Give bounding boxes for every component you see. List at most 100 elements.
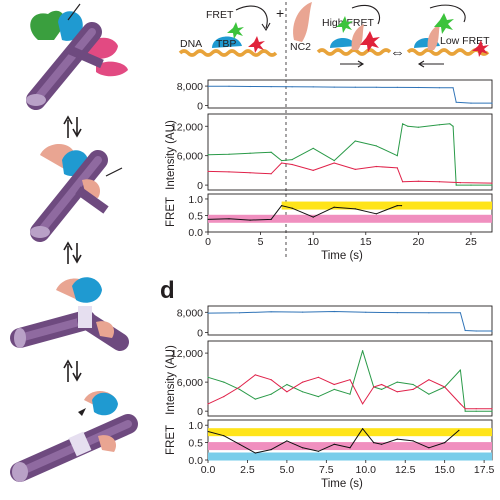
chart-c-intensity-point-0-15 <box>449 123 451 125</box>
chart-c-intensity-point-0-2 <box>249 152 251 154</box>
chart-d-intensity-ytick-label: 12,000 <box>171 348 203 360</box>
chart-c: 8,000 0 12,000 6,000 0 1.0 0.5 0.0 0 5 10 15 20 25… <box>165 79 493 262</box>
chart-c-fret-point-0-10 <box>396 205 398 207</box>
chart-d-total-point-0-5 <box>365 311 367 313</box>
chart-c-intensity-point-0-12 <box>407 125 409 127</box>
chart-d-intensity-ylabel: Intensity (AU) <box>165 345 177 415</box>
chart-d-x-axis: 0.0 2.5 5.0 7.5 10.0 12.5 15.0 17.5 <box>201 460 494 476</box>
chart-d-fret-band-2 <box>208 452 492 461</box>
tbp-label: TBP <box>216 38 236 50</box>
chart-c-fret-point-0-8 <box>354 208 356 210</box>
chart-d-fret-point-0-3 <box>254 452 256 454</box>
chart-c-intensity-point-1-13 <box>438 181 440 183</box>
chart-d-fret-band-1 <box>208 442 492 451</box>
chart-d-total-series-0 <box>207 311 492 332</box>
chart-d-fret-point-0-12 <box>381 443 383 445</box>
chart-d-intensity-point-1-9 <box>349 379 351 381</box>
high-fret-green-dye <box>336 16 353 33</box>
chart-c-intensity-point-0-4 <box>281 160 283 162</box>
chart-c-xtick-label: 25 <box>465 236 477 248</box>
model-equilibrium-arrow-2 <box>63 241 82 264</box>
chart-d-intensity-point-0-18 <box>464 410 466 412</box>
chart-c-xlabel: Time (s) <box>321 250 363 262</box>
chart-c-total-point-0-7 <box>354 86 356 88</box>
chart-d-fret-point-0-1 <box>223 435 225 437</box>
chart-d-total-ytick-label: 0 <box>197 327 203 339</box>
chart-c-total-point-0-5 <box>312 86 314 88</box>
low-fret-label: Low FRET <box>440 35 490 47</box>
chart-d-intensity-point-0-0 <box>207 376 209 378</box>
chart-d-intensity-point-1-0 <box>207 403 209 405</box>
model-1-tbp-nc2-complex <box>26 3 128 110</box>
chart-c-intensity-point-1-15 <box>491 182 493 184</box>
chart-c-total-point-0-13 <box>455 101 457 103</box>
chart-c-total-point-0-1 <box>228 85 230 87</box>
chart-c-fret-ylabel: FRET <box>165 197 177 227</box>
chart-d-fret-point-0-7 <box>317 450 319 452</box>
low-fret-nc2 <box>427 24 440 50</box>
chart-c-intensity-point-1-1 <box>228 171 230 173</box>
chart-c-total-ytick-label: 8,000 <box>177 81 203 93</box>
chart-d-intensity-point-0-1 <box>223 381 225 383</box>
chart-d-intensity-point-1-20 <box>491 408 493 410</box>
chart-d-total-point-0-1 <box>239 312 241 314</box>
chart-c-total-ytick-label: 0 <box>197 101 203 113</box>
chart-d-fret-ylabel: FRET <box>165 425 177 455</box>
chart-c-total-point-0-10 <box>417 86 419 89</box>
chart-d-intensity-point-0-14 <box>412 383 414 386</box>
chart-c-fret-point-0-5 <box>291 207 293 209</box>
chart-d-fret-point-0-5 <box>286 440 288 442</box>
chart-c-intensity-ytick-label: 12,000 <box>171 121 203 133</box>
model-2-nc2-bound <box>30 144 123 242</box>
chart-c-fret-panel: 1.0 0.5 0.0 <box>188 193 493 239</box>
chart-d-intensity-point-1-17 <box>459 403 461 405</box>
chart-c-intensity-point-0-16 <box>452 125 454 127</box>
chart-c-intensity-ytick-label: 6,000 <box>177 151 203 163</box>
chart-c-fret-ytick-label: 1.0 <box>188 194 203 206</box>
chart-c-xtick-label: 15 <box>360 236 372 248</box>
chart-c-fret-point-0-3 <box>270 218 272 220</box>
dna-label: DNA <box>180 38 202 50</box>
chart-d-intensity-point-0-8 <box>333 388 335 390</box>
red-dye-star <box>248 36 265 53</box>
chart-c-intensity-point-1-7 <box>333 162 335 164</box>
chart-d-intensity-point-1-3 <box>254 374 256 376</box>
high-fret-tbp <box>330 37 356 48</box>
chart-d-fret-ytick-label: 1.0 <box>188 420 203 432</box>
chart-d-intensity-point-0-17 <box>459 369 461 371</box>
chart-c-intensity-point-0-11 <box>402 123 404 125</box>
chart-d-intensity-point-1-15 <box>428 379 430 381</box>
low-fret-red-dye <box>472 40 489 57</box>
chart-d-intensity-point-0-19 <box>475 410 477 412</box>
low-fret-green-dye <box>434 13 454 34</box>
chart-c-fret-ytick-label: 0.0 <box>188 227 203 239</box>
chart-d-total-intensity-panel: 8,000 0 <box>177 305 493 339</box>
chart-c-intensity-point-1-3 <box>270 173 272 175</box>
chart-d-intensity-point-0-4 <box>270 393 272 395</box>
chart-d-intensity-point-1-7 <box>317 376 319 378</box>
chart-d-fret-point-0-16 <box>444 442 446 444</box>
chart-d-fret-ytick-label: 0.5 <box>188 438 203 450</box>
chart-c-intensity-point-0-1 <box>228 153 230 155</box>
chart-d-intensity-point-0-20 <box>491 410 493 412</box>
chart-d-intensity-point-0-15 <box>428 393 430 395</box>
chart-c-total-point-0-6 <box>333 86 335 88</box>
chart-d-fret-point-0-14 <box>412 440 414 442</box>
chart-c-intensity-point-1-11 <box>402 181 404 183</box>
chart-c-intensity-series-1 <box>207 162 493 184</box>
chart-c-intensity-point-1-9 <box>375 165 377 168</box>
chart-d-intensity-point-1-5 <box>286 391 288 393</box>
chart-c-total-series-0 <box>208 85 492 104</box>
chart-d-fret-series-0 <box>207 428 460 454</box>
chart-d-xtick-label: 2.5 <box>240 464 255 476</box>
chart-c-fret-point-0-0 <box>207 218 209 220</box>
chart-c-intensity-point-1-6 <box>312 169 314 171</box>
chart-d-intensity-point-1-6 <box>302 381 304 383</box>
chart-d-fret-point-0-4 <box>270 449 272 451</box>
chart-c-intensity-point-0-13 <box>417 126 419 128</box>
chart-d-intensity-point-1-10 <box>362 403 364 405</box>
chart-d-intensity-point-1-13 <box>396 391 398 393</box>
chart-c-intensity-point-1-14 <box>459 182 461 184</box>
chart-c-intensity-point-0-6 <box>312 147 314 149</box>
